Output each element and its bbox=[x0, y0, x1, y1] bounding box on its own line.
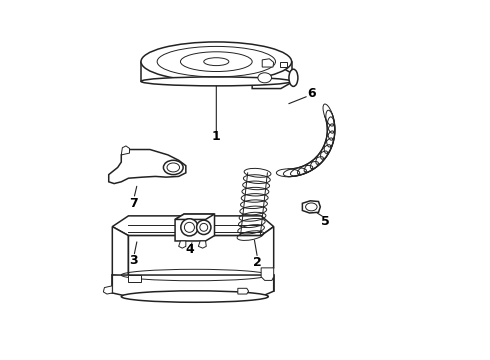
Polygon shape bbox=[103, 286, 112, 294]
Text: 5: 5 bbox=[321, 215, 330, 228]
Polygon shape bbox=[262, 59, 274, 67]
Polygon shape bbox=[122, 146, 129, 155]
Ellipse shape bbox=[141, 42, 292, 81]
Ellipse shape bbox=[167, 163, 179, 172]
Polygon shape bbox=[128, 275, 141, 282]
Ellipse shape bbox=[164, 160, 183, 175]
Ellipse shape bbox=[184, 222, 195, 232]
Ellipse shape bbox=[200, 224, 208, 231]
Text: 4: 4 bbox=[185, 243, 194, 256]
Ellipse shape bbox=[181, 219, 198, 236]
Ellipse shape bbox=[122, 291, 269, 302]
Text: 7: 7 bbox=[129, 197, 138, 210]
Polygon shape bbox=[141, 62, 292, 81]
Polygon shape bbox=[112, 216, 274, 235]
Polygon shape bbox=[175, 214, 215, 220]
Ellipse shape bbox=[289, 69, 298, 86]
Text: 3: 3 bbox=[129, 254, 138, 267]
Polygon shape bbox=[198, 241, 206, 248]
Polygon shape bbox=[252, 67, 294, 89]
Polygon shape bbox=[128, 226, 274, 277]
Polygon shape bbox=[179, 241, 186, 248]
Text: 1: 1 bbox=[212, 130, 220, 144]
Ellipse shape bbox=[196, 220, 211, 234]
Ellipse shape bbox=[258, 73, 271, 83]
Ellipse shape bbox=[141, 77, 292, 86]
Polygon shape bbox=[238, 288, 248, 294]
Polygon shape bbox=[280, 62, 287, 67]
Ellipse shape bbox=[204, 58, 229, 66]
Polygon shape bbox=[109, 149, 186, 184]
Ellipse shape bbox=[306, 203, 317, 211]
Text: 6: 6 bbox=[307, 87, 316, 100]
Polygon shape bbox=[112, 226, 128, 277]
Polygon shape bbox=[175, 214, 215, 241]
Text: 2: 2 bbox=[253, 256, 262, 269]
Polygon shape bbox=[112, 275, 274, 297]
Polygon shape bbox=[261, 268, 274, 280]
Polygon shape bbox=[302, 201, 320, 213]
